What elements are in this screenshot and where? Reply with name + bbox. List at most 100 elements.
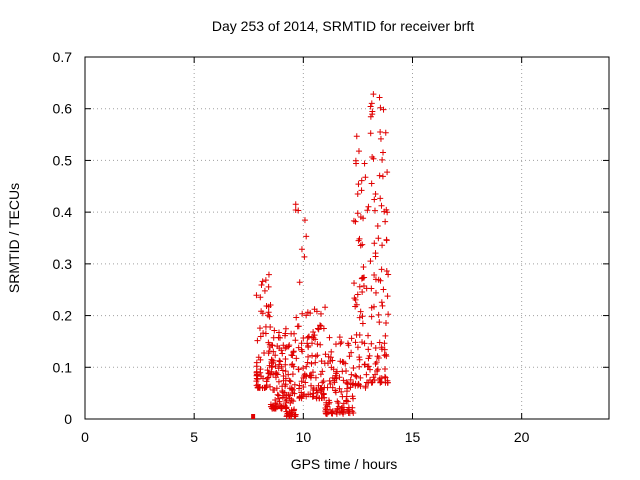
data-point bbox=[295, 344, 302, 351]
data-point bbox=[305, 344, 312, 351]
data-point bbox=[381, 373, 388, 380]
data-point bbox=[381, 352, 388, 359]
y-tick-label: 0.7 bbox=[53, 49, 73, 65]
data-point bbox=[383, 237, 390, 244]
data-point bbox=[370, 91, 377, 98]
data-point bbox=[379, 156, 386, 163]
data-point bbox=[320, 378, 327, 385]
data-point bbox=[299, 348, 306, 355]
data-point bbox=[265, 271, 272, 278]
data-point bbox=[376, 339, 383, 346]
data-point bbox=[266, 313, 273, 320]
data-point bbox=[381, 340, 388, 347]
data-point bbox=[326, 334, 333, 341]
data-point bbox=[271, 327, 278, 334]
data-point bbox=[334, 368, 341, 375]
data-point bbox=[287, 378, 294, 385]
x-tick-label: 0 bbox=[81, 429, 89, 445]
data-point bbox=[375, 235, 382, 242]
data-point bbox=[356, 314, 363, 321]
data-point bbox=[376, 172, 383, 179]
y-axis-title: SRMTID / TECUs bbox=[6, 183, 22, 293]
data-point bbox=[272, 352, 279, 359]
data-point bbox=[298, 246, 305, 253]
data-point bbox=[352, 372, 359, 379]
data-point bbox=[362, 174, 369, 181]
data-point bbox=[300, 384, 307, 391]
data-point bbox=[359, 241, 366, 248]
data-point bbox=[279, 350, 286, 357]
data-point bbox=[288, 396, 295, 403]
data-point bbox=[367, 258, 374, 265]
data-point bbox=[371, 272, 378, 279]
data-point bbox=[385, 271, 392, 278]
data-point bbox=[373, 359, 380, 366]
data-point bbox=[317, 371, 324, 378]
data-point bbox=[353, 133, 360, 140]
data-point bbox=[380, 286, 387, 293]
data-point bbox=[380, 106, 387, 113]
data-point bbox=[285, 371, 292, 378]
data-point bbox=[305, 333, 312, 340]
data-point bbox=[332, 387, 339, 394]
data-point bbox=[357, 242, 364, 249]
y-tick-label: 0.4 bbox=[53, 204, 73, 220]
data-point bbox=[344, 381, 351, 388]
data-point bbox=[340, 410, 347, 417]
data-point bbox=[327, 354, 334, 361]
data-point bbox=[268, 342, 275, 349]
data-point bbox=[336, 385, 343, 392]
data-point bbox=[348, 371, 355, 378]
data-point bbox=[317, 310, 324, 317]
data-point bbox=[365, 203, 372, 210]
data-point bbox=[380, 149, 387, 156]
data-point bbox=[358, 177, 365, 184]
data-point bbox=[382, 374, 389, 381]
data-point bbox=[265, 339, 272, 346]
data-point bbox=[378, 266, 385, 273]
data-point bbox=[312, 359, 319, 366]
data-point bbox=[338, 339, 345, 346]
axis-ticks bbox=[84, 56, 609, 420]
data-point bbox=[312, 336, 319, 343]
data-point bbox=[319, 368, 326, 375]
data-point bbox=[354, 191, 361, 198]
data-point bbox=[377, 135, 384, 142]
data-point bbox=[370, 155, 377, 162]
data-point bbox=[361, 160, 368, 167]
data-point bbox=[318, 388, 325, 395]
data-point bbox=[308, 360, 315, 367]
data-point bbox=[372, 250, 379, 257]
data-point bbox=[377, 277, 384, 284]
data-point bbox=[366, 352, 373, 359]
data-point bbox=[292, 201, 299, 208]
data-point bbox=[354, 210, 361, 217]
data-point bbox=[367, 113, 374, 120]
data-point bbox=[309, 340, 316, 347]
data-point bbox=[372, 276, 379, 283]
data-point bbox=[344, 340, 351, 347]
data-point bbox=[270, 348, 277, 355]
data-point bbox=[257, 356, 264, 363]
y-tick-label: 0 bbox=[64, 411, 72, 427]
data-point bbox=[275, 395, 282, 402]
data-point bbox=[331, 377, 338, 384]
data-point bbox=[358, 187, 365, 194]
data-point bbox=[257, 333, 264, 340]
data-point bbox=[352, 339, 359, 346]
data-point bbox=[379, 173, 386, 180]
data-point bbox=[299, 310, 306, 317]
data-point bbox=[253, 292, 260, 299]
data-point bbox=[317, 341, 324, 348]
data-point bbox=[377, 195, 384, 202]
data-point bbox=[352, 218, 359, 225]
data-point bbox=[314, 352, 321, 359]
data-point bbox=[263, 378, 270, 385]
data-point bbox=[312, 353, 319, 360]
data-point bbox=[356, 363, 363, 370]
data-point bbox=[382, 218, 389, 225]
data-point bbox=[289, 371, 296, 378]
data-point bbox=[274, 371, 281, 378]
data-point bbox=[365, 363, 372, 370]
data-point bbox=[265, 283, 272, 290]
